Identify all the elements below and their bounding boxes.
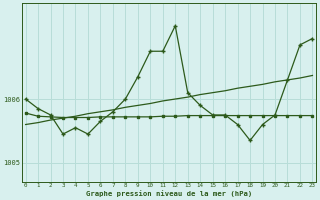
X-axis label: Graphe pression niveau de la mer (hPa): Graphe pression niveau de la mer (hPa)	[86, 190, 252, 197]
